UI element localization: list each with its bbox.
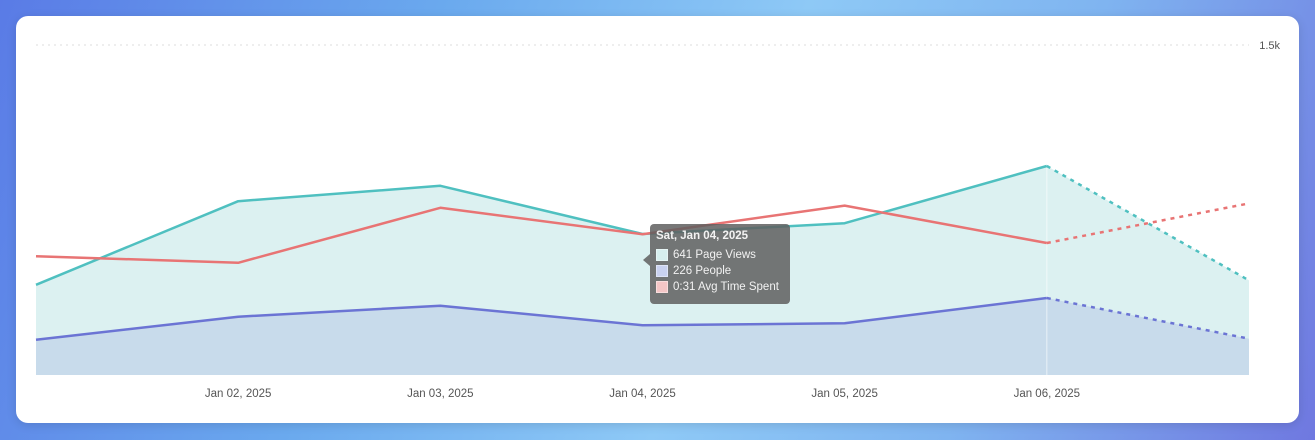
tooltip-swatch-page-views [656, 249, 668, 261]
x-tick-label: Jan 04, 2025 [609, 388, 676, 400]
tooltip-row-avg-time: 0:31 Avg Time Spent [656, 279, 790, 295]
projection-avg-time-spent [1046, 202, 1250, 245]
tooltip-row-page-views: 641 Page Views [656, 247, 790, 263]
area-people [36, 298, 1249, 375]
tooltip-text-page-views: 641 Page Views [673, 249, 756, 261]
tooltip-text-avg-time: 0:31 Avg Time Spent [673, 281, 779, 293]
projection-people [1046, 296, 1250, 340]
tooltip-swatch-avg-time [656, 281, 668, 293]
line-avg-time-spent [35, 204, 1048, 265]
line-people [35, 296, 1047, 342]
chart-card: 1.5k Jan 02, 2025 Jan 03, 2025 Jan 04, 2025… [16, 16, 1299, 423]
x-tick-label: Jan 05, 2025 [811, 388, 878, 400]
x-tick-label: Jan 02, 2025 [205, 388, 272, 400]
x-tick-label: Jan 03, 2025 [407, 388, 474, 400]
tooltip-text-people: 226 People [673, 265, 732, 277]
hover-tooltip: Sat, Jan 04, 2025 641 Page Views 226 Peo… [643, 224, 790, 304]
line-page-views [35, 164, 1048, 286]
line-area-chart: 1.5k Jan 02, 2025 Jan 03, 2025 Jan 04, 2025… [35, 40, 1280, 400]
y-tick-label: 1.5k [1259, 40, 1280, 52]
tooltip-row-people: 226 People [656, 263, 790, 279]
projection-page-views [1046, 164, 1250, 282]
tooltip-swatch-people [656, 265, 668, 277]
tooltip-title: Sat, Jan 04, 2025 [656, 230, 749, 242]
x-tick-label: Jan 06, 2025 [1014, 388, 1081, 400]
